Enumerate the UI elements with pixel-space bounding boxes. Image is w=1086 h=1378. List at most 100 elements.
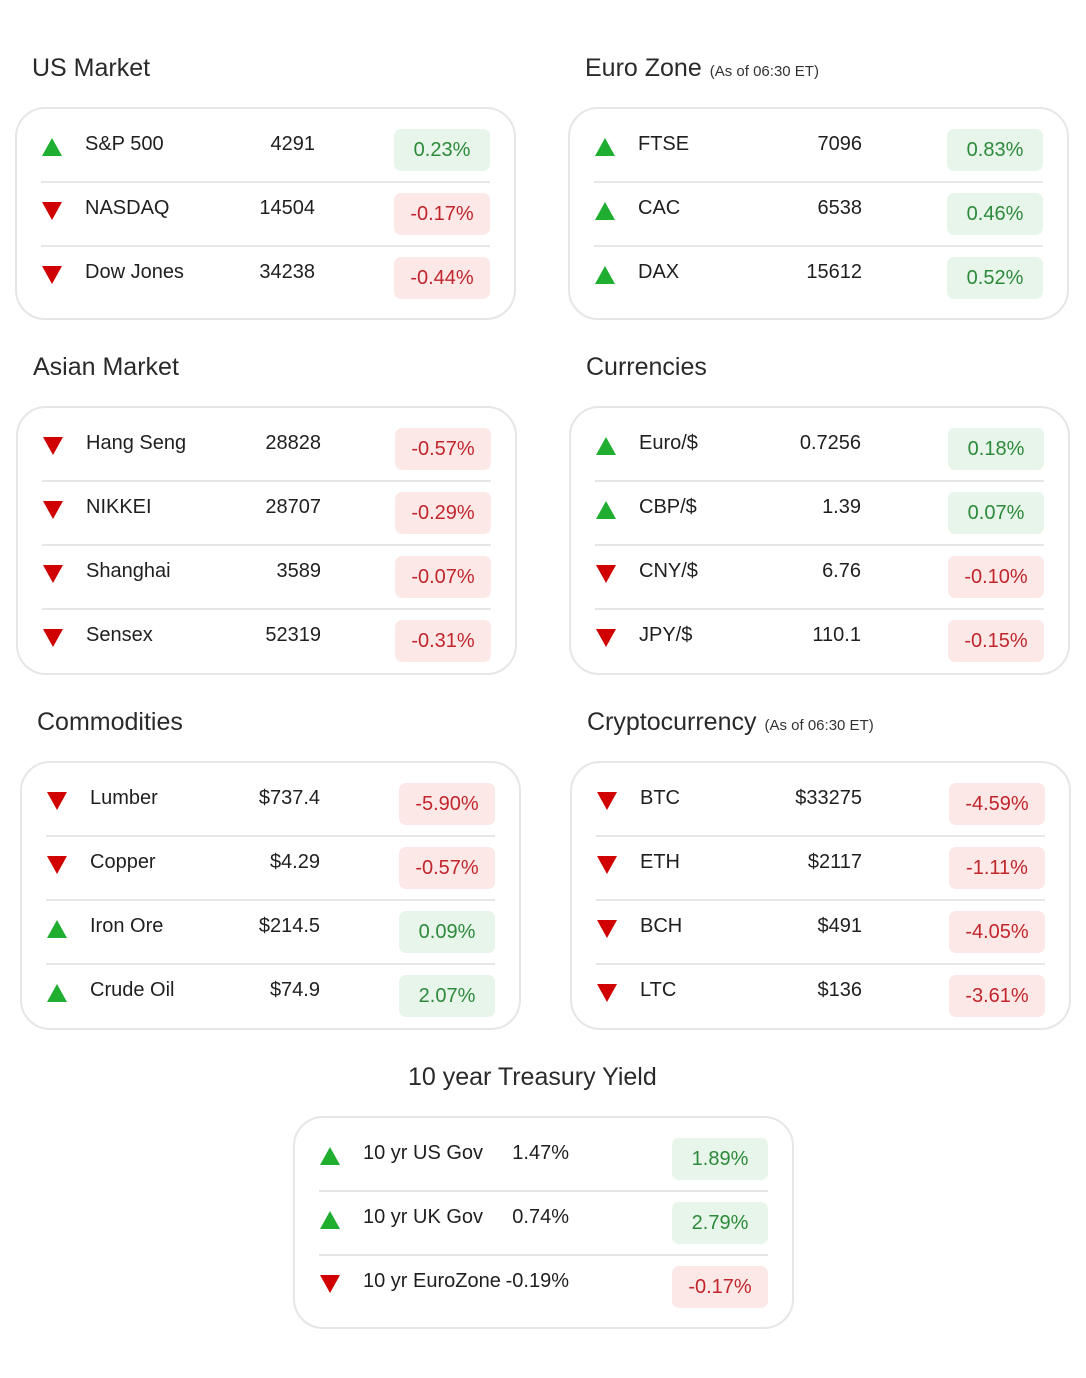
row-divider [595, 544, 1044, 546]
triangle-down-icon [41, 201, 63, 221]
triangle-down-icon [319, 1274, 341, 1294]
triangle-up-icon [319, 1210, 341, 1230]
row-divider [595, 608, 1044, 610]
market-row[interactable]: Crude Oil $74.9 2.07% [46, 965, 495, 1029]
row-divider [42, 608, 491, 610]
market-row[interactable]: DAX 15612 0.52% [594, 247, 1043, 311]
triangle-up-icon [46, 919, 68, 939]
triangle-down-icon [596, 919, 618, 939]
euro-zone-card: FTSE 7096 0.83% CAC 6538 0.46% DAX 15612 0.52% [568, 107, 1069, 320]
row-divider [46, 835, 495, 837]
market-row[interactable]: Euro/$ 0.7256 0.18% [595, 418, 1044, 482]
instrument-name: 10 yr UK Gov [363, 1206, 484, 1228]
change-badge: 0.07% [948, 492, 1044, 534]
instrument-value: $2117 [807, 851, 862, 873]
instrument-value: 3589 [276, 560, 322, 582]
cryptocurrency-card: BTC $33275 -4.59% ETH $2117 -1.11% BCH $491 -4.0… [570, 761, 1071, 1030]
market-row[interactable]: NASDAQ 14504 -0.17% [41, 183, 490, 247]
market-row[interactable]: S&P 500 4291 0.23% [41, 119, 490, 183]
row-divider [594, 181, 1043, 183]
row-divider [42, 544, 491, 546]
instrument-value: 34238 [259, 261, 315, 283]
instrument-name: FTSE [638, 133, 690, 155]
change-badge: -0.31% [395, 620, 491, 662]
row-divider [319, 1190, 768, 1192]
row-divider [46, 899, 495, 901]
triangle-up-icon [594, 137, 616, 157]
market-row[interactable]: FTSE 7096 0.83% [594, 119, 1043, 183]
triangle-down-icon [41, 265, 63, 285]
row-divider [41, 245, 490, 247]
row-divider [596, 963, 1045, 965]
market-row[interactable]: Dow Jones 34238 -0.44% [41, 247, 490, 311]
change-badge: 0.09% [399, 911, 495, 953]
instrument-name: S&P 500 [85, 133, 164, 155]
change-badge: -4.59% [949, 783, 1045, 825]
triangle-up-icon [594, 201, 616, 221]
section-title-cryptocurrency: Cryptocurrency (As of 06:30 ET) [587, 708, 874, 737]
change-badge: -0.17% [672, 1266, 768, 1308]
instrument-name: 10 yr EuroZone [363, 1270, 501, 1292]
instrument-value: 4291 [270, 133, 316, 155]
change-badge: -4.05% [949, 911, 1045, 953]
market-row[interactable]: Sensex 52319 -0.31% [42, 610, 491, 674]
market-row[interactable]: ETH $2117 -1.11% [596, 837, 1045, 901]
instrument-value: 28828 [265, 432, 321, 454]
change-badge: 1.89% [672, 1138, 768, 1180]
market-row[interactable]: CBP/$ 1.39 0.07% [595, 482, 1044, 546]
market-row[interactable]: BCH $491 -4.05% [596, 901, 1045, 965]
instrument-name: Iron Ore [90, 915, 164, 937]
row-divider [594, 245, 1043, 247]
change-badge: -0.10% [948, 556, 1044, 598]
change-badge: -0.07% [395, 556, 491, 598]
market-row[interactable]: 10 yr US Gov 1.47% 1.89% [319, 1128, 768, 1192]
section-title-commodities: Commodities [37, 708, 191, 737]
market-row[interactable]: Shanghai 3589 -0.07% [42, 546, 491, 610]
market-row[interactable]: Iron Ore $214.5 0.09% [46, 901, 495, 965]
triangle-up-icon [319, 1146, 341, 1166]
row-divider [319, 1254, 768, 1256]
instrument-name: CAC [638, 197, 681, 219]
triangle-down-icon [42, 436, 64, 456]
change-badge: -0.57% [395, 428, 491, 470]
asian-market-card: Hang Seng 28828 -0.57% NIKKEI 28707 -0.29% Sha… [16, 406, 517, 675]
change-badge: 0.83% [947, 129, 1043, 171]
market-row[interactable]: Lumber $737.4 -5.90% [46, 773, 495, 837]
market-row[interactable]: LTC $136 -3.61% [596, 965, 1045, 1029]
market-row[interactable]: JPY/$ 110.1 -0.15% [595, 610, 1044, 674]
triangle-up-icon [595, 500, 617, 520]
section-title-currencies: Currencies [586, 353, 715, 382]
change-badge: -0.15% [948, 620, 1044, 662]
row-divider [596, 899, 1045, 901]
instrument-name: DAX [638, 261, 680, 283]
change-badge: 0.46% [947, 193, 1043, 235]
instrument-name: JPY/$ [639, 624, 693, 646]
row-divider [46, 963, 495, 965]
triangle-up-icon [46, 983, 68, 1003]
triangle-down-icon [596, 791, 618, 811]
change-badge: 0.52% [947, 257, 1043, 299]
triangle-down-icon [42, 564, 64, 584]
section-title-text: Cryptocurrency [587, 708, 757, 736]
market-row[interactable]: BTC $33275 -4.59% [596, 773, 1045, 837]
market-row[interactable]: CAC 6538 0.46% [594, 183, 1043, 247]
us-market-card: S&P 500 4291 0.23% NASDAQ 14504 -0.17% Dow Jon… [15, 107, 516, 320]
instrument-name: Hang Seng [86, 432, 187, 454]
instrument-value: 6.76 [822, 560, 861, 582]
row-divider [42, 480, 491, 482]
change-badge: -5.90% [399, 783, 495, 825]
market-row[interactable]: NIKKEI 28707 -0.29% [42, 482, 491, 546]
section-title-text: Currencies [586, 353, 707, 381]
section-title-text: Commodities [37, 708, 183, 736]
section-title-asian-market: Asian Market [33, 353, 187, 382]
market-row[interactable]: Copper $4.29 -0.57% [46, 837, 495, 901]
market-row[interactable]: Hang Seng 28828 -0.57% [42, 418, 491, 482]
market-row[interactable]: CNY/$ 6.76 -0.10% [595, 546, 1044, 610]
instrument-name: CBP/$ [639, 496, 697, 518]
market-row[interactable]: 10 yr UK Gov 0.74% 2.79% [319, 1192, 768, 1256]
triangle-down-icon [595, 564, 617, 584]
change-badge: -3.61% [949, 975, 1045, 1017]
market-row[interactable]: 10 yr EuroZone -0.19% -0.17% [319, 1256, 768, 1320]
section-title-us-market: US Market [32, 54, 158, 83]
instrument-name: Lumber [90, 787, 158, 809]
